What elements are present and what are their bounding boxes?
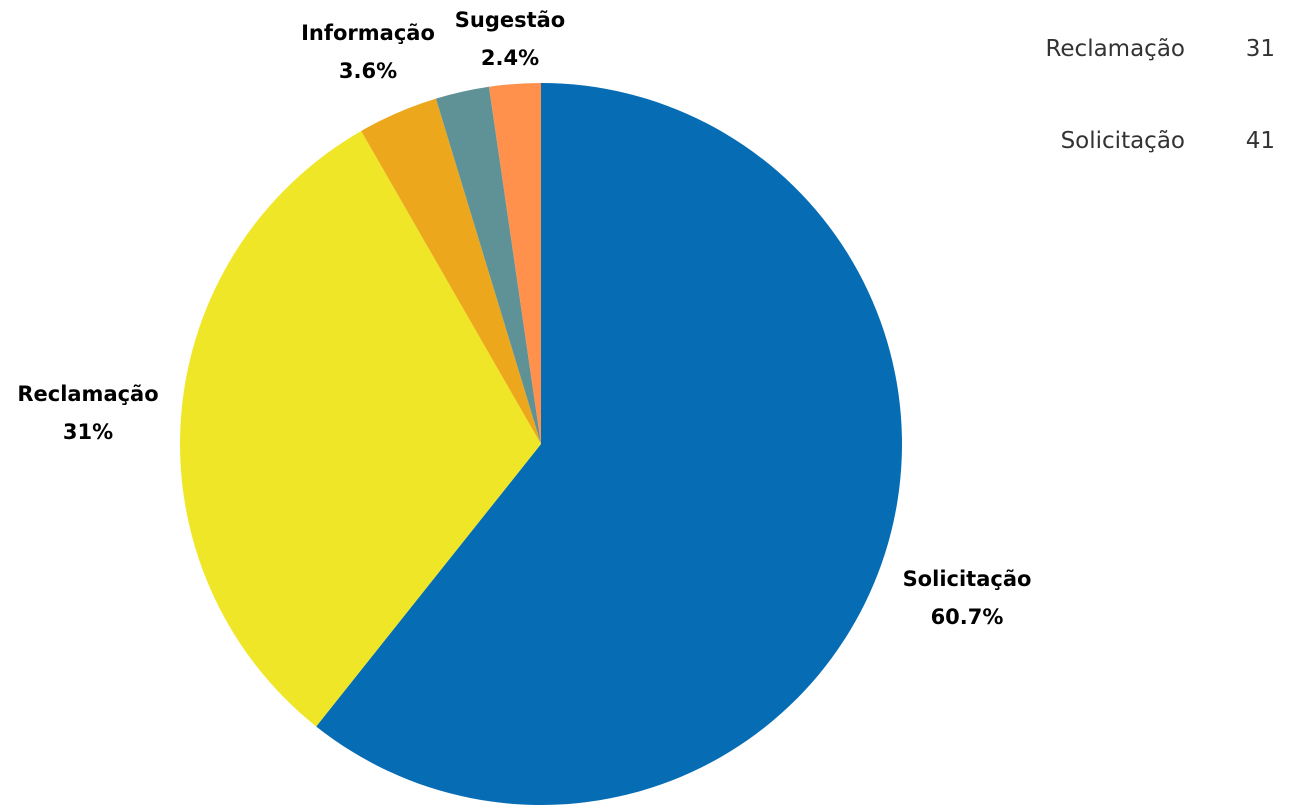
slice-label-percent: 2.4% — [481, 46, 539, 70]
count-row: Solicitação 41 — [1005, 128, 1275, 166]
count-row: Reclamação 31 — [1005, 36, 1275, 74]
pie-slice-other — [489, 83, 541, 444]
slice-label-percent: 60.7% — [931, 605, 1004, 629]
pie-slice-sugestão — [435, 86, 541, 444]
slice-label-name: Sugestão — [455, 8, 566, 32]
count-table: Reclamação 31 Solicitação 41 — [1005, 36, 1275, 166]
count-row-name: Solicitação — [1060, 128, 1185, 154]
slice-label-name: Solicitação — [903, 567, 1032, 591]
pie-slice-solicitação — [316, 83, 903, 805]
pie-labels: Solicitação 60.7% Reclamação 31% Informação 3… — [17, 8, 1031, 629]
pie-slices — [180, 83, 903, 805]
pie-slice-informação — [361, 98, 541, 444]
slice-label-name: Reclamação — [17, 382, 158, 406]
slice-label-percent: 3.6% — [339, 59, 397, 83]
count-row-value: 41 — [1245, 128, 1275, 154]
pie-slice-reclamação — [180, 130, 542, 727]
slice-label-percent: 31% — [63, 420, 113, 444]
count-row-name: Reclamação — [1045, 36, 1185, 62]
count-row-value: 31 — [1245, 36, 1275, 62]
slice-label-name: Informação — [301, 21, 435, 45]
